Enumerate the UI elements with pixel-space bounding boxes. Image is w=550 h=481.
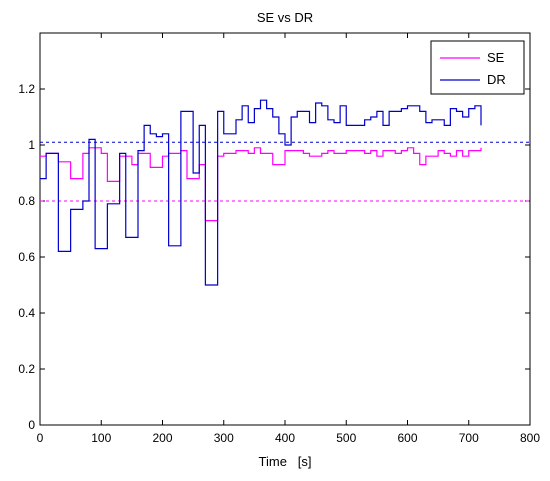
x-axis-label: Time [s] [259, 454, 312, 469]
x-tick-label: 600 [397, 431, 417, 445]
y-tick-label: 0.6 [18, 250, 35, 264]
y-tick-label: 0 [28, 418, 35, 432]
series-line-se [40, 147, 482, 222]
x-tick-label: 200 [152, 431, 172, 445]
y-tick-label: 1.2 [18, 82, 35, 96]
y-tick-label: 0.2 [18, 362, 35, 376]
x-tick-label: 300 [214, 431, 234, 445]
series-lines [40, 99, 482, 286]
legend-label-se: SE [487, 50, 505, 65]
y-tick-label: 0.8 [18, 194, 35, 208]
chart-title: SE vs DR [257, 10, 313, 25]
x-tick-label: 400 [275, 431, 295, 445]
x-tick-label: 800 [520, 431, 540, 445]
reference-lines [40, 141, 530, 202]
x-tick-label: 700 [459, 431, 479, 445]
x-tick-label: 100 [91, 431, 111, 445]
legend-label-dr: DR [487, 72, 506, 87]
x-axis: 0 100 200 300 400 500 600 700 800 [37, 33, 540, 445]
legend: SE DR [430, 40, 525, 95]
x-tick-label: 500 [336, 431, 356, 445]
y-axis: 0 0.2 0.4 0.6 0.8 1 1.2 [18, 82, 530, 432]
x-tick-label: 0 [37, 431, 44, 445]
series-line-dr [40, 99, 482, 286]
legend-box [430, 40, 525, 95]
y-tick-label: 1 [28, 138, 35, 152]
y-tick-label: 0.4 [18, 306, 35, 320]
